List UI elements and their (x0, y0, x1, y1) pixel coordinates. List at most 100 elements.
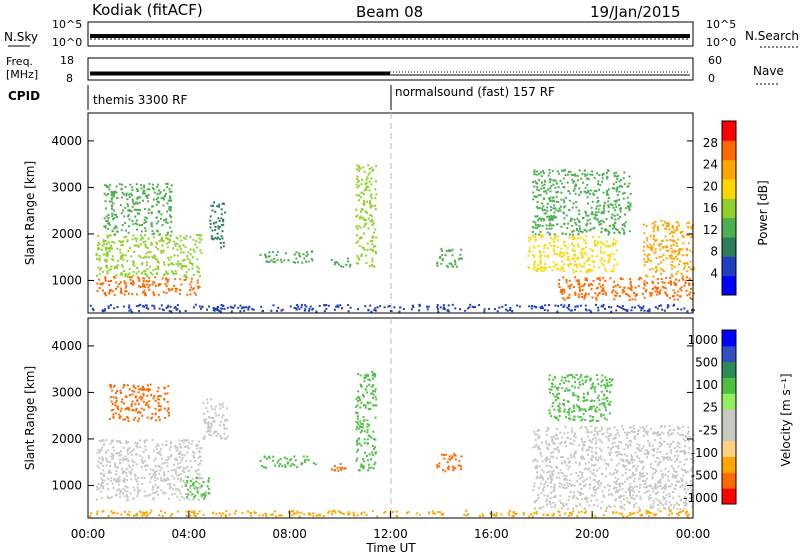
scatter-cell (656, 451, 659, 454)
scatter-cell (543, 247, 546, 249)
scatter-cell (557, 472, 560, 475)
scatter-cell (363, 404, 366, 407)
scatter-cell (597, 420, 600, 422)
scatter-cell (362, 166, 365, 169)
scatter-cell (359, 399, 361, 402)
colorbar-frame (721, 120, 737, 296)
scatter-cell (155, 198, 158, 201)
scatter-cell (560, 198, 563, 201)
scatter-cell (552, 183, 555, 186)
scatter-cell (166, 221, 169, 224)
scatter-cell (436, 306, 439, 309)
scatter-cell (591, 211, 594, 213)
scatter-cell (591, 269, 594, 272)
scatter-cell (142, 394, 145, 397)
scatter-cell (559, 410, 562, 413)
scatter-cell (279, 258, 282, 261)
scatter-cell (325, 304, 328, 306)
scatter-cell (119, 495, 121, 498)
scatter-cell (548, 219, 551, 222)
scatter-cell (643, 475, 646, 478)
scatter-cell (153, 307, 156, 310)
scatter-cell (575, 374, 578, 376)
scatter-cell (283, 259, 286, 262)
scatter-cell (578, 193, 581, 196)
scatter-cell (657, 482, 660, 485)
scatter-cell (539, 452, 542, 455)
scatter-cell (613, 486, 616, 489)
scatter-cell (366, 428, 369, 431)
scatter-cell (560, 266, 563, 269)
scatter-cell (571, 224, 574, 227)
scatter-cell (139, 238, 142, 241)
scatter-cell (365, 254, 368, 257)
scatter-cell (682, 262, 685, 265)
scatter-cell (154, 473, 157, 476)
scatter-cell (370, 215, 373, 217)
scatter-cell (615, 240, 618, 243)
scatter-cell (618, 185, 621, 188)
scatter-cell (619, 500, 622, 503)
scatter-cell (193, 456, 196, 459)
scatter-cell (114, 233, 117, 236)
scatter-cell (349, 263, 352, 266)
scatter-cell (357, 257, 360, 259)
scatter-cell (662, 491, 665, 494)
scatter-cell (614, 451, 617, 454)
scatter-cell (532, 226, 535, 229)
scatter-cell (595, 499, 598, 502)
scatter-cell (577, 237, 579, 240)
scatter-cell (543, 494, 546, 497)
scatter-cell (578, 293, 580, 296)
scatter-cell (654, 248, 657, 251)
scatter-cell (300, 463, 303, 466)
scatter-cell (641, 467, 644, 470)
scatter-cell (129, 451, 132, 454)
scatter-cell (553, 211, 556, 214)
scatter-cell (109, 396, 112, 398)
scatter-cell (273, 261, 276, 264)
scatter-cell (130, 403, 133, 405)
scatter-cell (652, 234, 655, 237)
scatter-cell (532, 198, 535, 201)
scatter-cell (555, 395, 558, 398)
scatter-cell (113, 294, 116, 297)
scatter-cell (186, 451, 189, 454)
scatter-cell (552, 378, 555, 381)
scatter-cell (574, 436, 577, 439)
scatter-cell (639, 474, 642, 477)
scatter-cell (640, 472, 643, 475)
scatter-cell (221, 307, 223, 310)
scatter-cell (162, 491, 165, 494)
scatter-cell (194, 485, 197, 488)
scatter-cell (226, 407, 228, 410)
scatter-cell (606, 400, 609, 403)
scatter-cell (565, 196, 568, 199)
scatter-cell (368, 453, 371, 456)
scatter-cell (111, 458, 114, 460)
scatter-cell (358, 237, 361, 240)
scatter-cell (580, 177, 583, 180)
scatter-cell (692, 292, 695, 295)
scatter-cell (659, 484, 662, 487)
scatter-cell (677, 279, 680, 282)
scatter-cell (659, 450, 662, 453)
scatter-cell (577, 219, 580, 222)
scatter-cell (667, 434, 670, 437)
scatter-cell (165, 272, 168, 275)
scatter-cell (554, 263, 557, 266)
scatter-cell (126, 198, 129, 201)
scatter-cell (606, 193, 609, 196)
scatter-cell (607, 446, 610, 449)
scatter-cell (122, 488, 125, 491)
scatter-cell (536, 430, 539, 432)
scatter-cell (151, 416, 154, 419)
scatter-cell (153, 395, 156, 398)
scatter-cell (183, 471, 186, 474)
scatter-cell (147, 404, 150, 407)
scatter-cell (192, 483, 194, 486)
scatter-cell (188, 510, 191, 513)
scatter-cell (120, 490, 123, 493)
scatter-cell (367, 186, 370, 189)
scatter-cell (533, 501, 536, 504)
